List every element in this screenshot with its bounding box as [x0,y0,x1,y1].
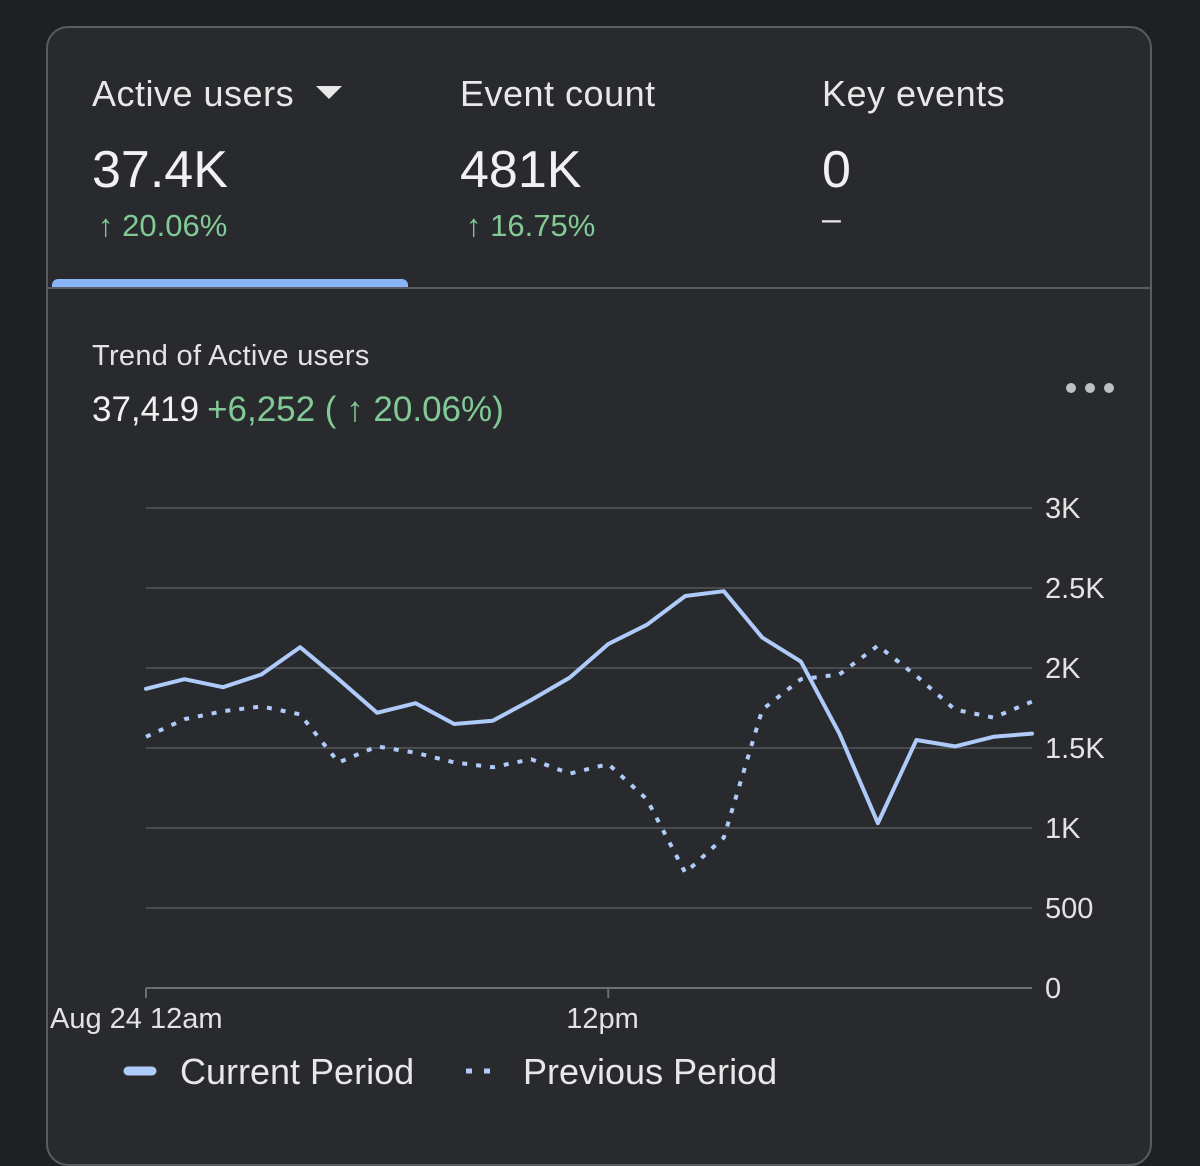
y-tick-label: 500 [1045,893,1093,925]
legend-label: Previous Period [523,1051,777,1092]
y-tick-label: 0 [1045,973,1061,1005]
y-tick-label: 3K [1045,493,1081,525]
y-tick-label: 1.5K [1045,733,1105,765]
trend-chart: 0 500 1K 1.5K 2K 2.5K 3K Aug 24 12am 12pm Current… [48,28,1152,1166]
series-line-current-period [146,591,1032,823]
series-line-previous-period [146,646,1032,873]
x-tick-label: 12pm [566,1003,639,1035]
y-tick-label: 2.5K [1045,573,1105,605]
analytics-card: Active users 37.4K ↑ 20.06% Event count … [46,26,1152,1166]
x-tick-label: Aug 24 12am [50,1003,223,1035]
legend-label: Current Period [180,1051,414,1092]
y-tick-label: 1K [1045,813,1081,845]
y-tick-label: 2K [1045,653,1081,685]
